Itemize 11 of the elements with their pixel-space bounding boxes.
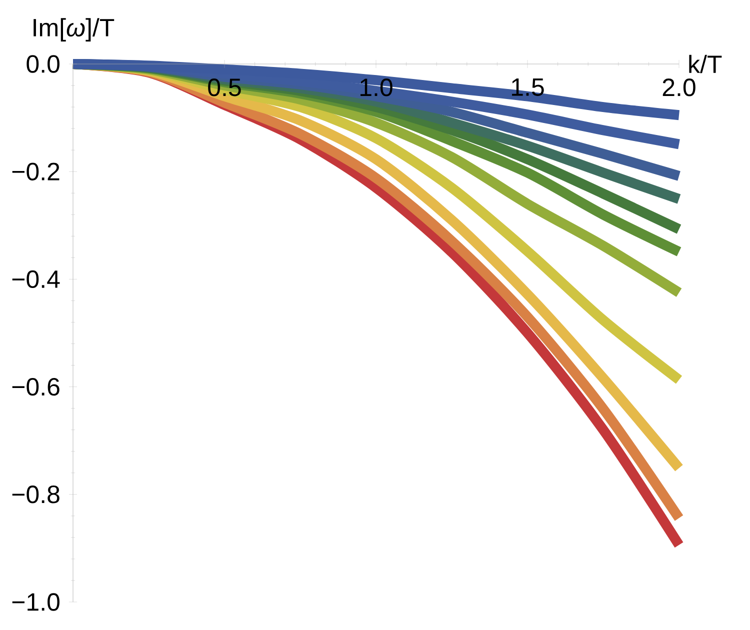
y-tick-label: −0.8 — [12, 486, 60, 504]
x-tick-label: 2.0 — [662, 78, 696, 96]
y-tick-label: −0.2 — [12, 162, 60, 180]
x-tick-label: 1.5 — [512, 78, 544, 96]
x-axis-title: k/T — [689, 54, 722, 74]
x-tick-label: 0.5 — [208, 78, 241, 96]
y-tick-label: −0.6 — [12, 378, 60, 396]
y-axis-title: Im[ω]/T — [34, 18, 114, 42]
y-tick-label: 0.0 — [26, 55, 60, 73]
y-tick-label: −0.4 — [12, 270, 60, 288]
y-tick-label: −1.0 — [12, 593, 60, 611]
